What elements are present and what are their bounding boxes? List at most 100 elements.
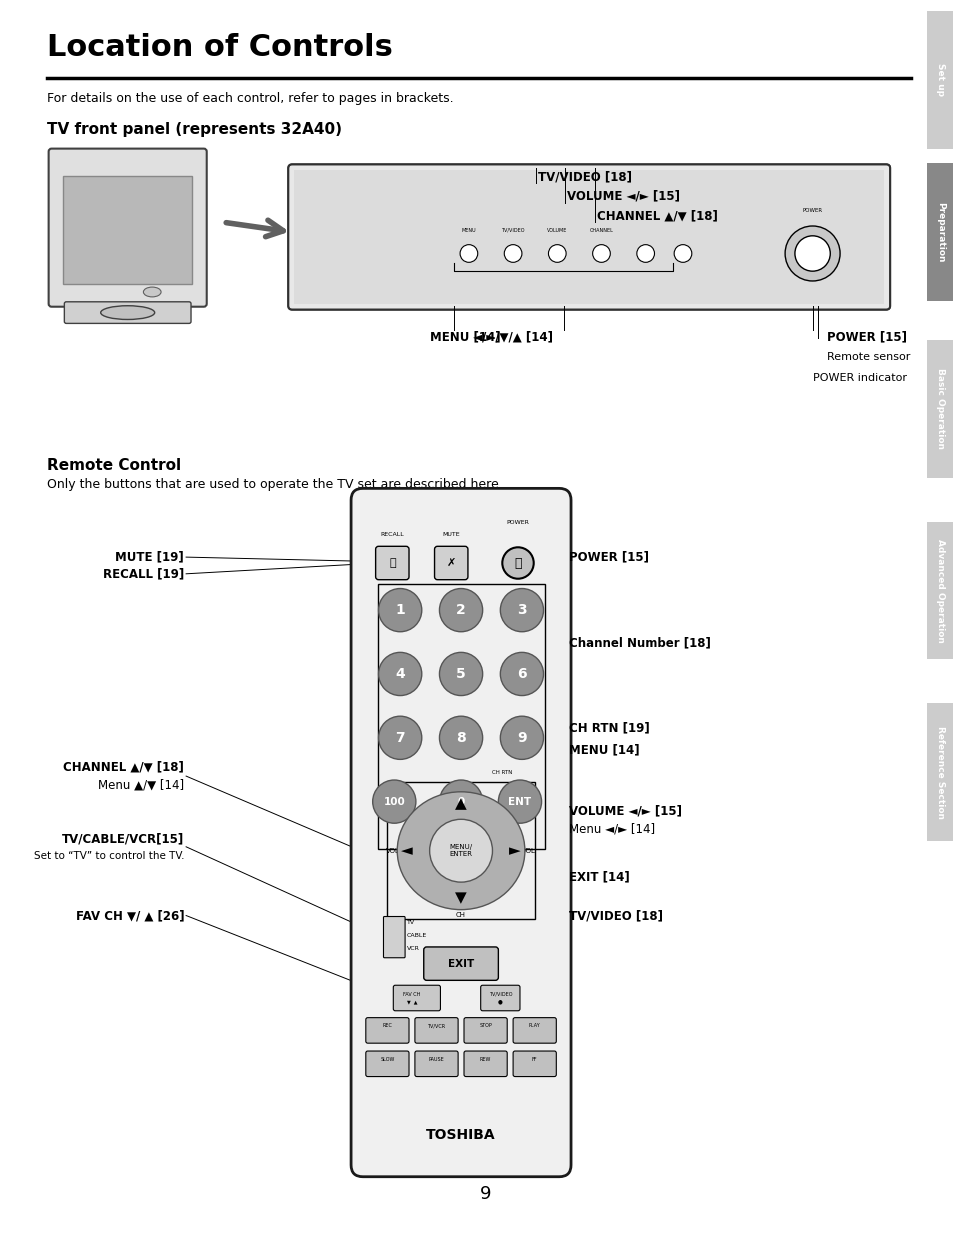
Bar (925, 163, 953, 301)
Text: EXIT: EXIT (448, 958, 474, 968)
Text: MENU: MENU (461, 228, 476, 233)
Circle shape (378, 652, 421, 695)
Text: Preparation: Preparation (935, 201, 943, 262)
Text: Channel Number [18]: Channel Number [18] (569, 636, 710, 650)
Text: 9: 9 (479, 1186, 491, 1203)
Circle shape (548, 245, 565, 262)
Text: MUTE [19]: MUTE [19] (115, 551, 184, 563)
FancyBboxPatch shape (288, 164, 889, 310)
Text: CHANNEL: CHANNEL (589, 228, 613, 233)
Text: VOLUME ◄/► [15]: VOLUME ◄/► [15] (569, 805, 681, 818)
Text: CABLE: CABLE (407, 932, 427, 937)
Text: ◄/►/▼/▲ [14]: ◄/►/▼/▲ [14] (473, 330, 553, 343)
Text: Remote Control: Remote Control (47, 458, 181, 473)
Text: REC: REC (382, 1023, 392, 1028)
Text: VOL: VOL (386, 847, 399, 853)
Text: POWER: POWER (506, 520, 529, 525)
Text: 5: 5 (456, 667, 465, 680)
Text: ◄: ◄ (401, 844, 413, 858)
Circle shape (499, 589, 543, 632)
FancyBboxPatch shape (463, 1018, 507, 1044)
Circle shape (674, 245, 691, 262)
Circle shape (429, 819, 492, 882)
Text: MUTE: MUTE (442, 531, 459, 536)
Text: PAUSE: PAUSE (428, 1057, 444, 1062)
Text: PLAY: PLAY (528, 1023, 540, 1028)
FancyBboxPatch shape (423, 947, 497, 981)
Text: 1: 1 (395, 603, 405, 618)
Text: STOP: STOP (478, 1023, 492, 1028)
FancyBboxPatch shape (415, 1018, 457, 1044)
Text: POWER [15]: POWER [15] (826, 330, 906, 343)
Circle shape (784, 226, 840, 282)
Text: CH: CH (456, 784, 466, 790)
Text: TOSHIBA: TOSHIBA (426, 1129, 496, 1142)
Text: ►: ► (509, 844, 520, 858)
Circle shape (504, 245, 521, 262)
Text: TV front panel (represents 32A40): TV front panel (represents 32A40) (47, 122, 341, 137)
Text: VOLUME ◄/► [15]: VOLUME ◄/► [15] (566, 190, 679, 203)
Text: ✗: ✗ (446, 558, 456, 568)
Text: CHANNEL ▲/▼ [18]: CHANNEL ▲/▼ [18] (63, 761, 184, 774)
Text: Set up: Set up (935, 63, 943, 96)
Text: RECALL [19]: RECALL [19] (103, 567, 184, 580)
Ellipse shape (101, 306, 154, 320)
Circle shape (499, 716, 543, 760)
Text: ▲: ▲ (455, 797, 466, 811)
FancyBboxPatch shape (513, 1051, 556, 1077)
Text: POWER indicator: POWER indicator (812, 373, 905, 384)
FancyBboxPatch shape (513, 1018, 556, 1044)
Text: FAV CH ▼/ ▲ [26]: FAV CH ▼/ ▲ [26] (75, 909, 184, 923)
Text: ●: ● (497, 999, 502, 1004)
FancyBboxPatch shape (365, 1051, 409, 1077)
Text: Advanced Operation: Advanced Operation (935, 538, 943, 642)
Text: FF: FF (532, 1057, 537, 1062)
Text: 9: 9 (517, 731, 526, 745)
Text: 0: 0 (456, 797, 464, 806)
Text: Menu ▲/▼ [14]: Menu ▲/▼ [14] (98, 778, 184, 792)
Circle shape (373, 781, 416, 824)
FancyBboxPatch shape (49, 148, 207, 306)
FancyBboxPatch shape (365, 1018, 409, 1044)
FancyBboxPatch shape (393, 986, 440, 1010)
Text: VOL: VOL (521, 847, 536, 853)
FancyBboxPatch shape (463, 1051, 507, 1077)
Text: ▼  ▲: ▼ ▲ (406, 999, 416, 1004)
Ellipse shape (143, 287, 161, 296)
Text: 6: 6 (517, 667, 526, 680)
Text: CH: CH (456, 911, 466, 918)
Circle shape (439, 652, 482, 695)
Text: VCR: VCR (407, 946, 419, 951)
Circle shape (499, 652, 543, 695)
Text: TV/VIDEO [18]: TV/VIDEO [18] (537, 170, 631, 183)
Circle shape (378, 716, 421, 760)
Circle shape (497, 781, 541, 824)
Text: TV/VCR: TV/VCR (427, 1023, 445, 1028)
Bar (387, 782, 534, 919)
Bar (925, 704, 953, 841)
Text: 4: 4 (395, 667, 405, 680)
Bar (925, 11, 953, 148)
Text: VOLUME: VOLUME (546, 228, 567, 233)
Text: TV/VIDEO: TV/VIDEO (501, 228, 524, 233)
Text: CHANNEL ▲/▼ [18]: CHANNEL ▲/▼ [18] (596, 209, 717, 222)
Text: For details on the use of each control, refer to pages in brackets.: For details on the use of each control, … (47, 91, 453, 105)
Text: Location of Controls: Location of Controls (47, 33, 392, 62)
FancyBboxPatch shape (64, 301, 191, 324)
Text: Remote sensor: Remote sensor (826, 352, 910, 362)
FancyBboxPatch shape (383, 916, 405, 958)
Text: TV/VIDEO: TV/VIDEO (488, 992, 512, 997)
Circle shape (637, 245, 654, 262)
Text: POWER: POWER (801, 209, 821, 214)
Text: POWER [15]: POWER [15] (569, 551, 648, 563)
Text: 8: 8 (456, 731, 465, 745)
Text: Reference Section: Reference Section (935, 726, 943, 819)
Text: TV: TV (407, 920, 415, 925)
Text: MENU [14]: MENU [14] (569, 743, 639, 756)
Circle shape (439, 716, 482, 760)
Text: ENT: ENT (508, 797, 531, 806)
Circle shape (794, 236, 829, 272)
Bar (63, 177, 192, 284)
Text: EXIT [14]: EXIT [14] (569, 871, 629, 884)
Text: CH RTN: CH RTN (492, 771, 512, 776)
